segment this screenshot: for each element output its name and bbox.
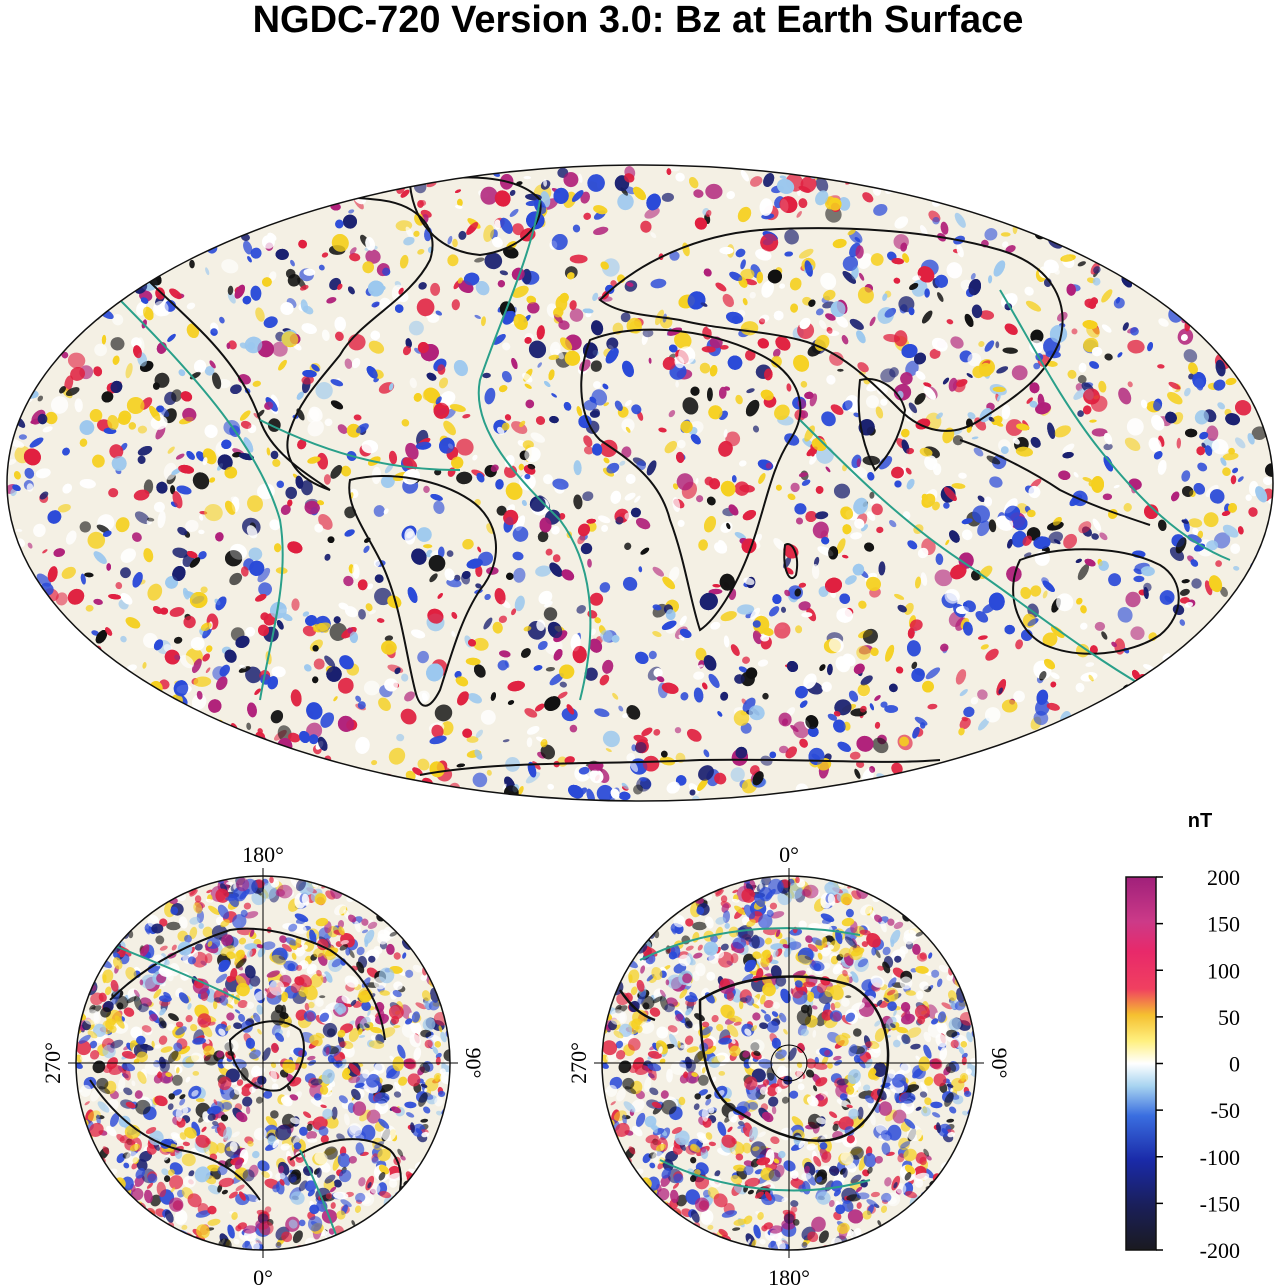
south-polar-graticule [594, 868, 984, 1258]
plate-boundaries-south [639, 927, 871, 1192]
colorbar-tick-label: -200 [1200, 1238, 1240, 1263]
map-title: NGDC-720 Version 3.0: Bz at Earth Surfac… [252, 0, 1024, 41]
south-label-bottom: 180° [768, 1265, 810, 1286]
colorbar-tick-label: 200 [1207, 865, 1240, 890]
colorbar: nT 200 150 100 50 0 -50 -100 -150 -200 [1125, 810, 1240, 1263]
map-ocean-base [7, 165, 1273, 801]
north-label-left: 270° [40, 1042, 65, 1084]
map-outline [6, 164, 1274, 802]
colorbar-tick-label: -150 [1200, 1191, 1240, 1216]
south-polar-map: 0° 180° 270° 90° [566, 842, 1012, 1286]
north-polar-outline [75, 875, 451, 1251]
colorbar-tick-label: 50 [1218, 1005, 1240, 1030]
colorbar-unit: nT [1188, 810, 1212, 832]
coastlines-south [618, 975, 890, 1143]
north-label-right: 90° [461, 1048, 486, 1079]
north-label-top: 180° [242, 842, 284, 867]
colorbar-scale [1125, 876, 1157, 1251]
north-polar-map: 180° 0° 270° 90° [40, 842, 486, 1286]
anomaly-texture-global [7, 165, 1273, 801]
south-polar-outline [601, 875, 977, 1251]
colorbar-tick-label: -50 [1211, 1098, 1240, 1123]
plate-boundaries-global [119, 199, 1231, 701]
colorbar-tick-label: 100 [1207, 958, 1240, 983]
global-mollweide-map [6, 164, 1274, 802]
north-label-bottom: 0° [253, 1265, 273, 1286]
colorbar-tick-label: 0 [1229, 1052, 1240, 1077]
anomaly-texture-north [76, 876, 450, 1250]
south-label-left: 270° [566, 1042, 591, 1084]
coastlines-global [118, 176, 1180, 776]
south-label-right: 90° [987, 1048, 1012, 1079]
south-label-top: 0° [779, 842, 799, 867]
north-polar-graticule [68, 868, 458, 1258]
colorbar-ticks: 200 150 100 50 0 -50 -100 -150 -200 [1156, 865, 1240, 1263]
colorbar-tick-label: 150 [1207, 912, 1240, 937]
colorbar-tick-label: -100 [1200, 1145, 1240, 1170]
